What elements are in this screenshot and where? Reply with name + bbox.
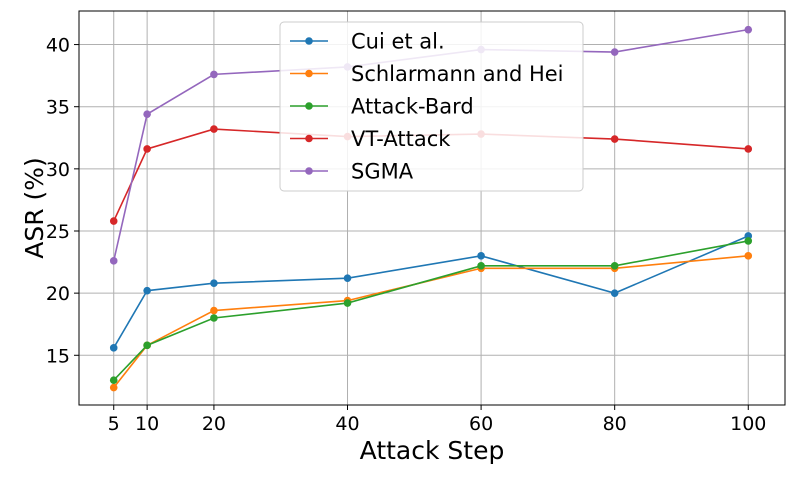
x-tick-label: 80: [603, 413, 627, 435]
x-tick-label: 40: [335, 413, 359, 435]
data-point: [210, 314, 218, 322]
legend-swatch-marker: [305, 167, 313, 175]
y-tick-label: 15: [46, 345, 70, 367]
data-point: [143, 110, 151, 118]
data-point: [610, 261, 619, 270]
series-line: [113, 235, 749, 349]
data-point: [143, 341, 151, 350]
data-point: [210, 125, 218, 133]
legend-item: Schlarmann and Hei: [290, 62, 564, 86]
y-tick-label: 25: [46, 221, 70, 243]
legend-item: VT-Attack: [290, 127, 451, 151]
data-point: [109, 383, 118, 392]
series-line: [113, 240, 749, 381]
data-point: [109, 344, 118, 352]
y-tick-label: 30: [46, 159, 70, 181]
x-tick-label: 100: [730, 413, 766, 435]
y-tick-label: 35: [46, 97, 70, 119]
data-point: [744, 237, 753, 245]
data-point: [610, 135, 619, 143]
data-point: [744, 145, 753, 153]
x-tick-label: 20: [202, 413, 226, 435]
x-tick-label: 10: [135, 413, 159, 435]
data-point: [477, 261, 485, 270]
legend-item: Cui et al.: [290, 30, 445, 54]
data-point: [210, 279, 218, 287]
y-axis-ticks: 15 20 25 30 35 40: [46, 35, 79, 367]
data-point: [143, 286, 151, 295]
legend-label: Cui et al.: [351, 30, 445, 54]
data-point: [109, 257, 118, 265]
x-tick-label: 60: [469, 413, 493, 435]
data-point: [210, 306, 218, 315]
plot-frame: [78, 10, 786, 406]
x-tick-label: 5: [108, 413, 120, 435]
legend-swatch-marker: [305, 69, 313, 78]
series-0: [109, 232, 753, 352]
data-point: [610, 289, 619, 297]
y-axis-label: ASR (%): [20, 157, 49, 259]
data-point: [477, 252, 485, 260]
legend-label: SGMA: [351, 160, 414, 184]
legend-label: Attack-Bard: [351, 95, 474, 119]
legend-item: Attack-Bard: [290, 95, 474, 119]
data-point: [343, 274, 352, 283]
data-point: [143, 145, 151, 153]
series-2: [109, 237, 753, 384]
legend-label: VT-Attack: [351, 127, 451, 151]
data-point: [343, 299, 352, 307]
legend-swatch-marker: [305, 102, 313, 110]
data-point: [744, 25, 753, 34]
legend-swatch-marker: [305, 134, 313, 143]
data-point: [744, 252, 753, 260]
x-axis-label: Attack Step: [360, 436, 505, 465]
x-axis-ticks: 5 10 20 40 60 80 100: [108, 405, 766, 435]
data-point: [109, 376, 118, 384]
data-point: [210, 70, 218, 79]
legend-swatch-marker: [305, 37, 313, 45]
legend-item: SGMA: [290, 160, 414, 184]
legend-label: Schlarmann and Hei: [351, 62, 564, 86]
series-line: [113, 255, 749, 389]
data-point: [109, 217, 118, 225]
data-point: [610, 48, 619, 56]
legend: Cui et al. Schlarmann and Hei Attack-Bard V…: [279, 21, 584, 192]
y-tick-label: 20: [46, 283, 70, 305]
y-tick-label: 40: [46, 35, 70, 57]
legend-box: [279, 21, 584, 192]
